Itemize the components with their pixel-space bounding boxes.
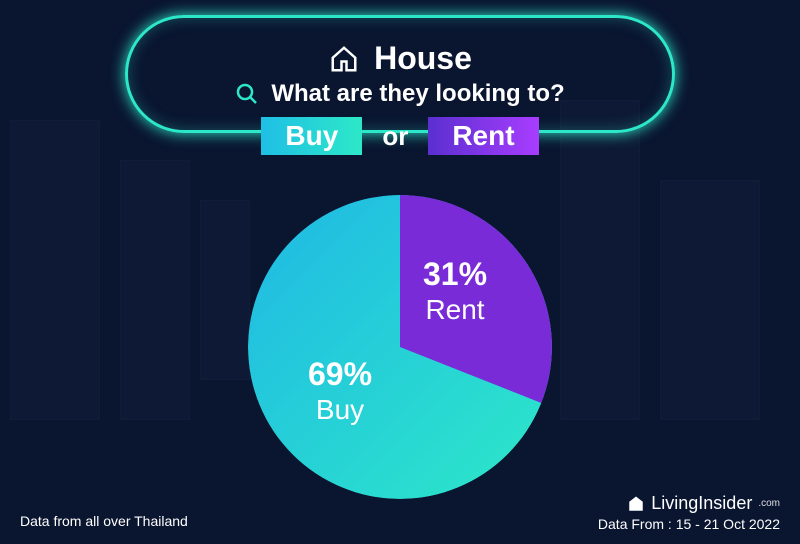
subtitle-text: What are they looking to? — [271, 80, 564, 108]
footer-left-text: Data from all over Thailand — [20, 513, 188, 529]
brand-icon — [627, 495, 645, 513]
rent-pct: 31% — [423, 255, 487, 293]
option-rent: Rent — [428, 117, 538, 155]
brand: LivingInsider .com — [598, 493, 780, 514]
subtitle-row: What are they looking to? — [128, 80, 672, 108]
options-row: Buy or Rent — [128, 117, 672, 155]
title-row: House — [128, 40, 672, 77]
rent-name: Rent — [423, 293, 487, 327]
option-or: or — [382, 121, 408, 152]
buy-name: Buy — [308, 393, 372, 427]
house-icon — [328, 44, 360, 74]
buy-pct: 69% — [308, 355, 372, 393]
date-range: Data From : 15 - 21 Oct 2022 — [598, 516, 780, 532]
footer-right: LivingInsider .com Data From : 15 - 21 O… — [598, 493, 780, 532]
title-text: House — [374, 40, 472, 77]
pie-chart: 69% Buy 31% Rent — [248, 195, 552, 499]
brand-main: LivingInsider — [651, 493, 752, 514]
slice-label-buy: 69% Buy — [308, 355, 372, 427]
slice-label-rent: 31% Rent — [423, 255, 487, 327]
brand-sub: .com — [758, 498, 780, 509]
header-pill: House What are they looking to? Buy or R… — [125, 15, 675, 133]
option-buy: Buy — [261, 117, 362, 155]
search-icon — [235, 82, 259, 106]
pie-svg — [248, 195, 552, 499]
